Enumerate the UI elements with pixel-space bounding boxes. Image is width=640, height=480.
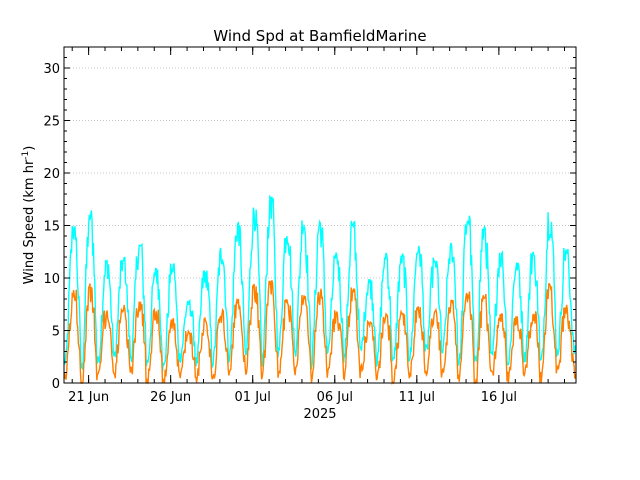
x-tick-label: 16 Jul [481,390,517,405]
x-tick-label: 06 Jul [317,390,353,405]
y-tick-label: 5 [52,325,60,340]
x-tick-label: 11 Jul [399,390,435,405]
y-axis-label: Wind Speed (km hr-1) [21,146,37,285]
plot-frame [63,46,577,384]
chart-title: Wind Spd at BamfieldMarine [213,27,426,45]
y-tick-label: 15 [43,220,60,235]
grid-lines [64,67,576,331]
x-axis-label: 2025 [303,407,336,422]
y-axis-label-close: ) [22,146,37,151]
y-tick-label: 30 [43,62,60,77]
y-tick-label: 0 [52,377,60,392]
series-line-gust [63,194,577,373]
x-axis: 21 Jun 26 Jun 01 Jul 06 Jul 11 Jul 16 Jul [68,47,566,405]
x-tick-label: 21 Jun [68,390,109,405]
y-tick-label: 20 [43,167,60,182]
y-axis-label-superscript: -1 [21,151,31,160]
series-lines [63,193,577,385]
y-tick-label: 10 [43,272,60,287]
series-line-mean [63,280,577,385]
y-tick-label: 25 [43,115,60,130]
y-axis-label-main: Wind Speed (km hr [22,159,37,284]
x-tick-label: 26 Jun [150,390,191,405]
x-tick-label: 01 Jul [235,390,271,405]
y-axis: 0 5 10 15 20 25 30 [43,57,576,392]
